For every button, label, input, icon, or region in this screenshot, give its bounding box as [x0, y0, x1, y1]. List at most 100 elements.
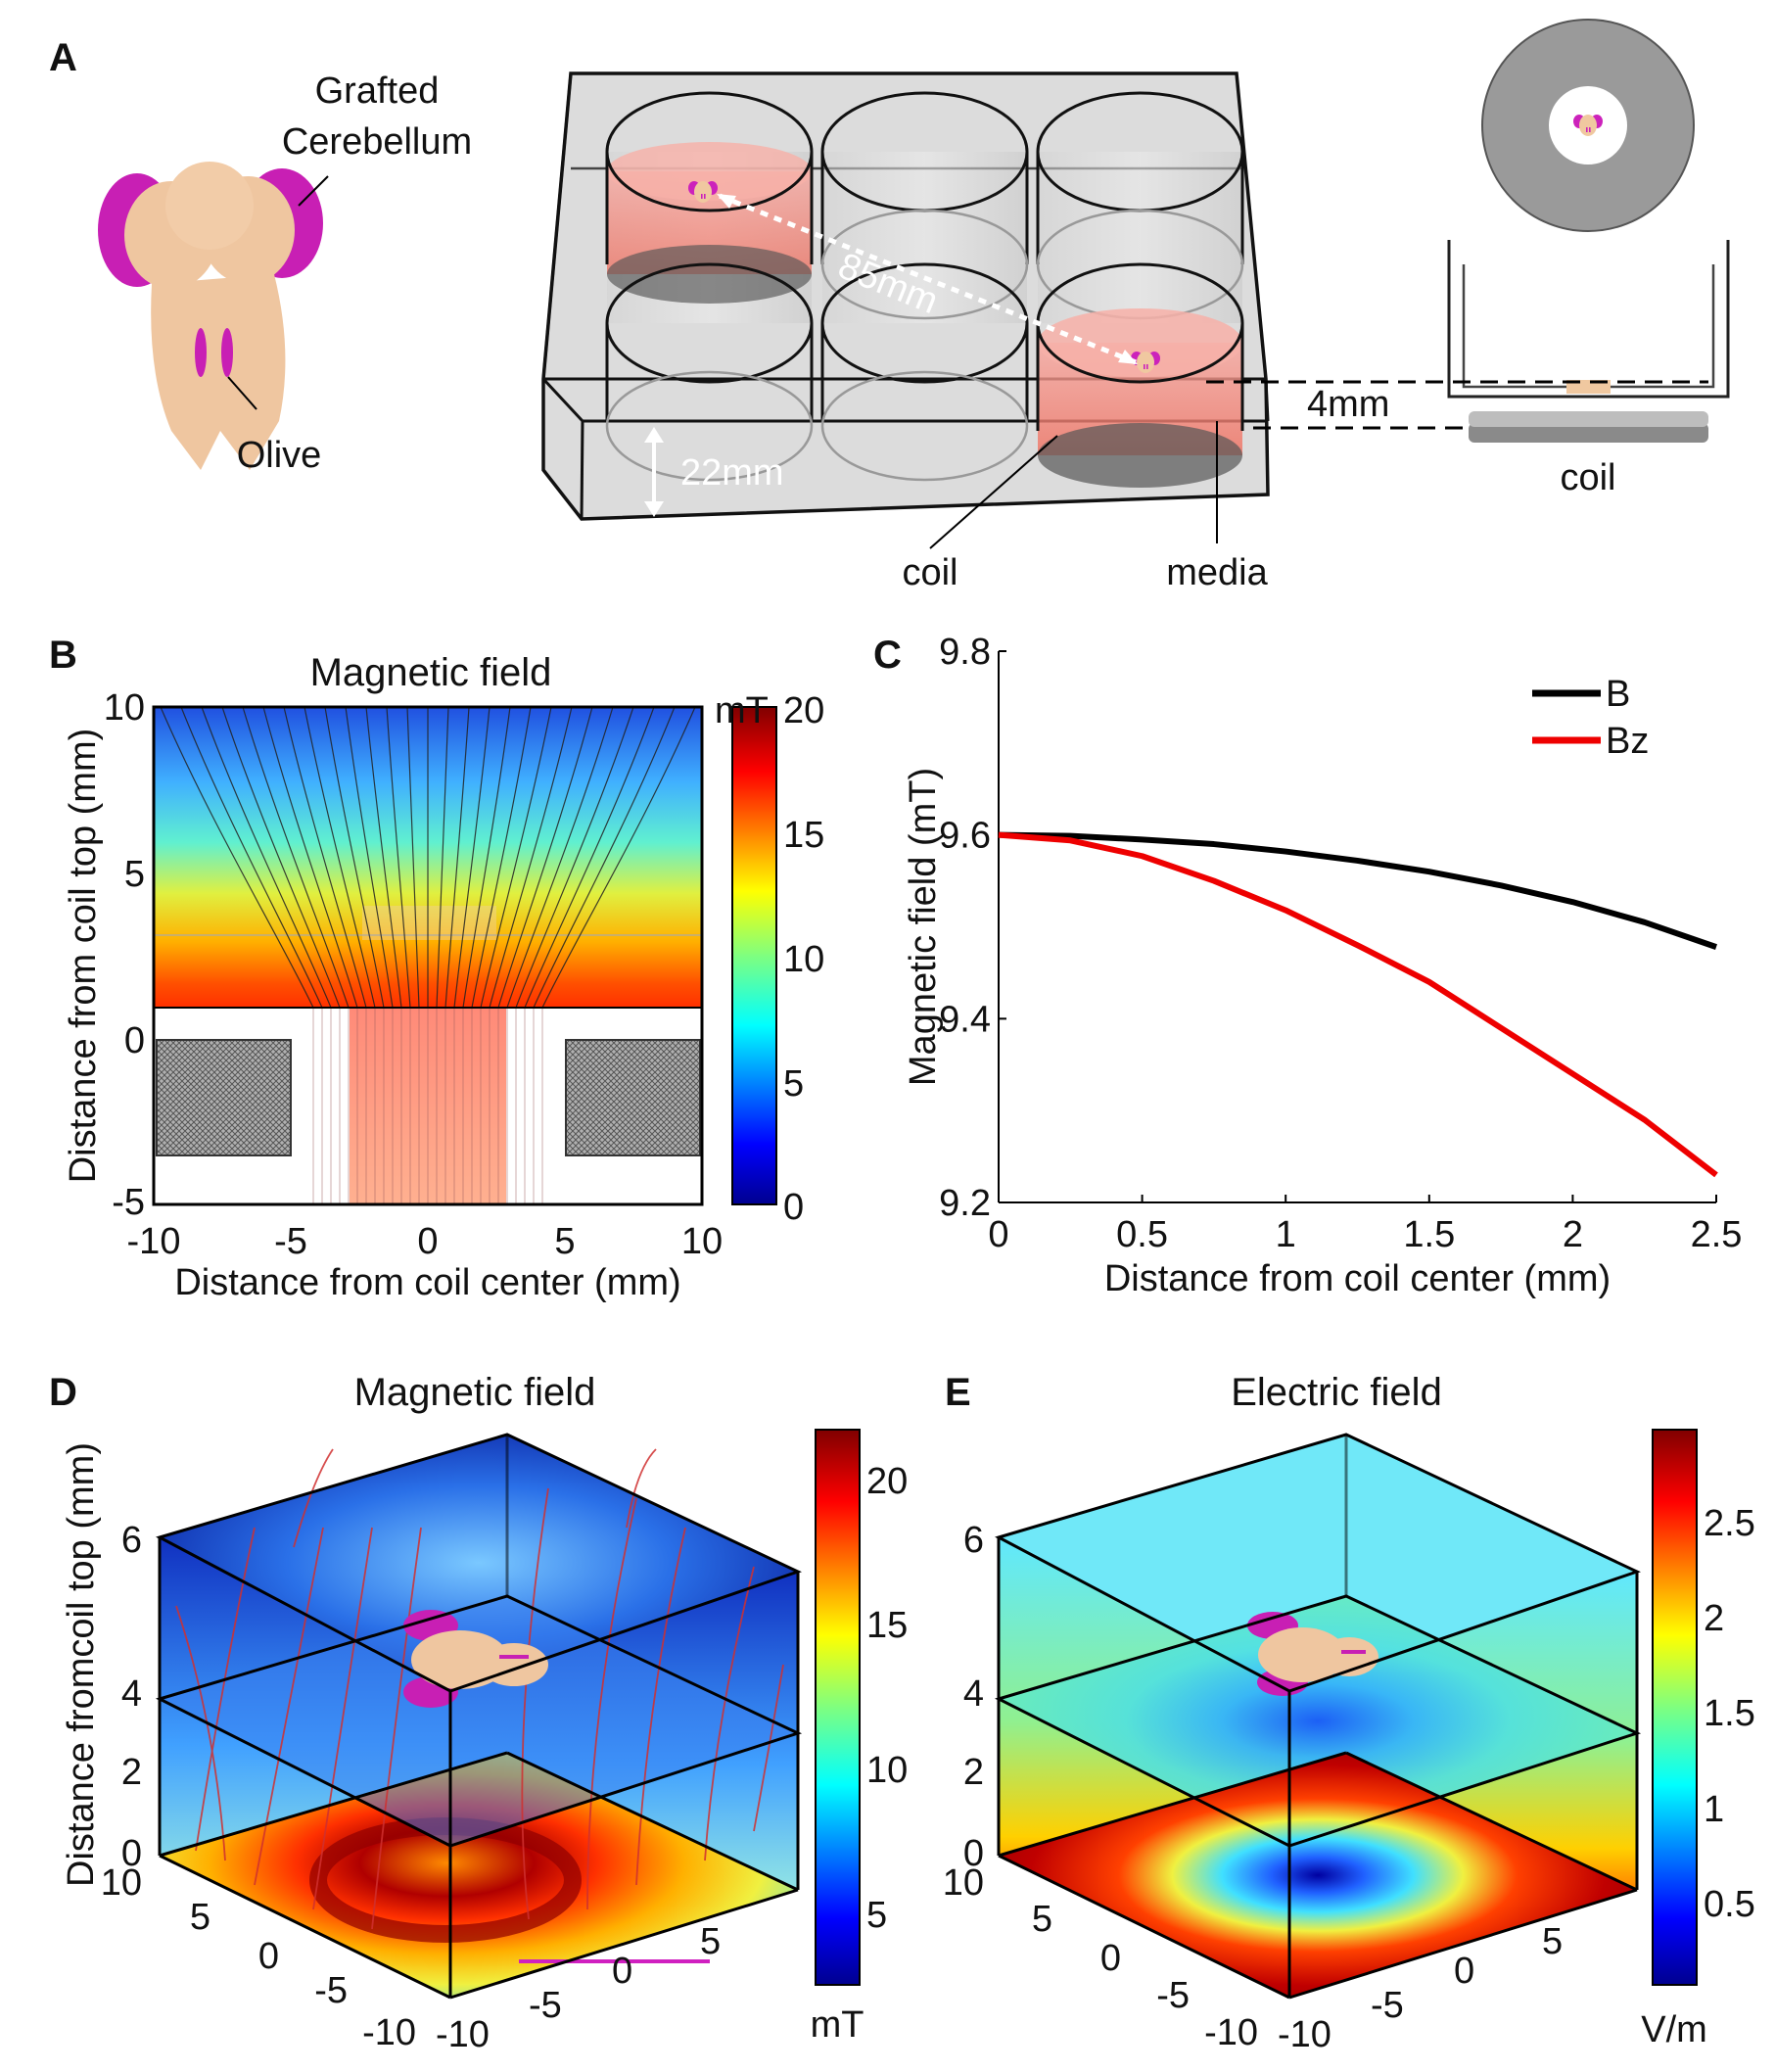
field-streamline: [386, 706, 411, 1009]
panel-e-brain-icon: [1247, 1612, 1378, 1696]
field-streamline: [462, 706, 511, 1009]
field-streamline: [444, 706, 470, 1009]
panel-e-ztick-6: 6: [963, 1520, 984, 1561]
panel-b-title: Magnetic field: [310, 651, 552, 694]
c-xtick-label: 2: [1563, 1214, 1583, 1255]
panel-e-cbtick-0-5: 0.5: [1704, 1884, 1755, 1925]
panel-b-colorbar-unit: mT: [715, 690, 769, 731]
panel-d-rtick-m5: -5: [529, 1985, 562, 2026]
panel-e-rtick-0: 0: [1454, 1951, 1474, 1992]
panel-d-ylabel: Distance fromcoil top (mm): [61, 1442, 102, 1887]
panel-d-rtick-m10: -10: [436, 2014, 490, 2055]
field-streamline: [471, 706, 532, 1009]
panel-e-title: Electric field: [1231, 1371, 1442, 1414]
panel-b-xlabel: Distance from coil center (mm): [174, 1262, 680, 1303]
panel-e-colorbar-unit: V/m: [1641, 2009, 1707, 2050]
field-streamline: [515, 706, 634, 1009]
panel-d-ltick-10: 10: [101, 1862, 142, 1904]
field-streamline: [524, 706, 655, 1009]
field-streamline: [365, 706, 402, 1009]
panel-e-rtick-5: 5: [1542, 1921, 1563, 1962]
field-streamline: [436, 706, 449, 1009]
panel-b-xtick-1: -10: [127, 1221, 181, 1262]
well-plate: [541, 71, 1270, 521]
panel-e-3d-cube: [994, 1433, 1642, 2000]
panel-d-ztick-4: 4: [121, 1673, 142, 1715]
field-streamline: [324, 706, 385, 1009]
c-legend-label-b: B: [1606, 674, 1630, 715]
panel-letter-d: D: [49, 1371, 77, 1414]
distance-4-label: 4mm: [1307, 384, 1389, 425]
panel-b-ytick-1: 10: [104, 687, 145, 729]
panel-d-ztick-6: 6: [121, 1520, 142, 1561]
coil-side-view: [1447, 240, 1730, 443]
field-streamline: [201, 706, 332, 1009]
panel-e-ltick-0: 0: [1100, 1938, 1121, 1979]
distance-22-label: 22mm: [680, 452, 784, 494]
panel-e-colorbar: [1652, 1429, 1698, 1986]
panel-d-rtick-5: 5: [700, 1921, 721, 1962]
panel-d-colorbar-unit: mT: [811, 2004, 864, 2046]
panel-e-ztick-2: 2: [963, 1752, 984, 1793]
panel-e-cbtick-2: 2: [1704, 1598, 1724, 1639]
panel-d-ltick-0: 0: [258, 1936, 279, 1977]
panel-b-cbtick-5: 5: [783, 1063, 804, 1105]
panel-d-ltick-m10: -10: [362, 2012, 416, 2053]
field-streamline: [160, 706, 314, 1009]
c-xtick-label: 1: [1276, 1214, 1296, 1255]
panel-b-xtick-3: 0: [417, 1221, 438, 1262]
grafted-label-line1: Grafted: [315, 71, 440, 112]
panel-d-3d-cube: [155, 1433, 803, 2000]
c-ytick-label: 9.8: [939, 632, 991, 673]
panel-b-ytick-2: 5: [124, 854, 145, 895]
panel-letter-a: A: [49, 36, 77, 79]
panel-e-rtick-m5: -5: [1371, 1985, 1404, 2026]
panel-b-cbtick-20: 20: [783, 690, 824, 731]
coil-top-view: [1481, 19, 1695, 232]
c-xtick-label: 1.5: [1403, 1214, 1455, 1255]
panel-b-cbtick-0: 0: [783, 1187, 804, 1228]
panel-letter-e: E: [945, 1371, 971, 1414]
panel-b-colorbar: [731, 706, 777, 1205]
media-label: media: [1166, 552, 1268, 593]
panel-e-cbtick-2-5: 2.5: [1704, 1503, 1755, 1544]
panel-b-xtick-5: 10: [681, 1221, 723, 1262]
field-streamline: [221, 706, 341, 1009]
brain-illustration: [98, 162, 323, 470]
panel-c-line-chart: 0 0.5 1 1.5 2 2.5 9.2 9.4 9.6 9.8 B Bz Distance from…: [903, 632, 1742, 1299]
c-xtick-label: 0.5: [1116, 1214, 1168, 1255]
panel-letter-c: C: [873, 634, 902, 677]
panel-e-rtick-m10: -10: [1278, 2014, 1331, 2055]
field-streamline: [242, 706, 350, 1009]
c-series-b: [998, 831, 1717, 950]
panel-b-ylabel: Distance from coil top (mm): [63, 729, 104, 1184]
panel-b-xtick-2: -5: [274, 1221, 307, 1262]
panel-d-cbtick-10: 10: [866, 1750, 908, 1791]
distance-85-arrow: [719, 193, 1137, 365]
coil-label: coil: [902, 552, 958, 593]
panel-d-ztick-2: 2: [121, 1752, 142, 1793]
c-ytick-label: 9.6: [939, 816, 991, 857]
field-streamline: [497, 706, 593, 1009]
field-streamline: [262, 706, 358, 1009]
panel-b-ytick-3: 0: [124, 1020, 145, 1061]
c-xlabel: Distance from coil center (mm): [1104, 1258, 1611, 1299]
olive-label: Olive: [237, 435, 322, 476]
panel-e-ztick-4: 4: [963, 1673, 984, 1715]
field-streamline: [453, 706, 490, 1009]
c-xtick-label: 2.5: [1691, 1214, 1743, 1255]
c-legend-label-bz: Bz: [1606, 721, 1649, 762]
field-streamline: [541, 706, 696, 1009]
field-streamline: [406, 706, 420, 1009]
panel-b-ytick-4: -5: [112, 1182, 145, 1223]
panel-d-cbtick-5: 5: [866, 1895, 887, 1936]
c-ylabel: Magnetic field (mT): [903, 768, 944, 1086]
panel-e-ltick-5: 5: [1032, 1899, 1052, 1940]
panel-d-cbtick-15: 15: [866, 1605, 908, 1646]
c-series-bz: [998, 831, 1718, 1178]
panel-d-ltick-m5: -5: [314, 1970, 348, 2011]
panel-d-cbtick-20: 20: [866, 1461, 908, 1502]
panel-b-cbtick-10: 10: [783, 939, 824, 980]
field-streamline: [489, 706, 573, 1009]
